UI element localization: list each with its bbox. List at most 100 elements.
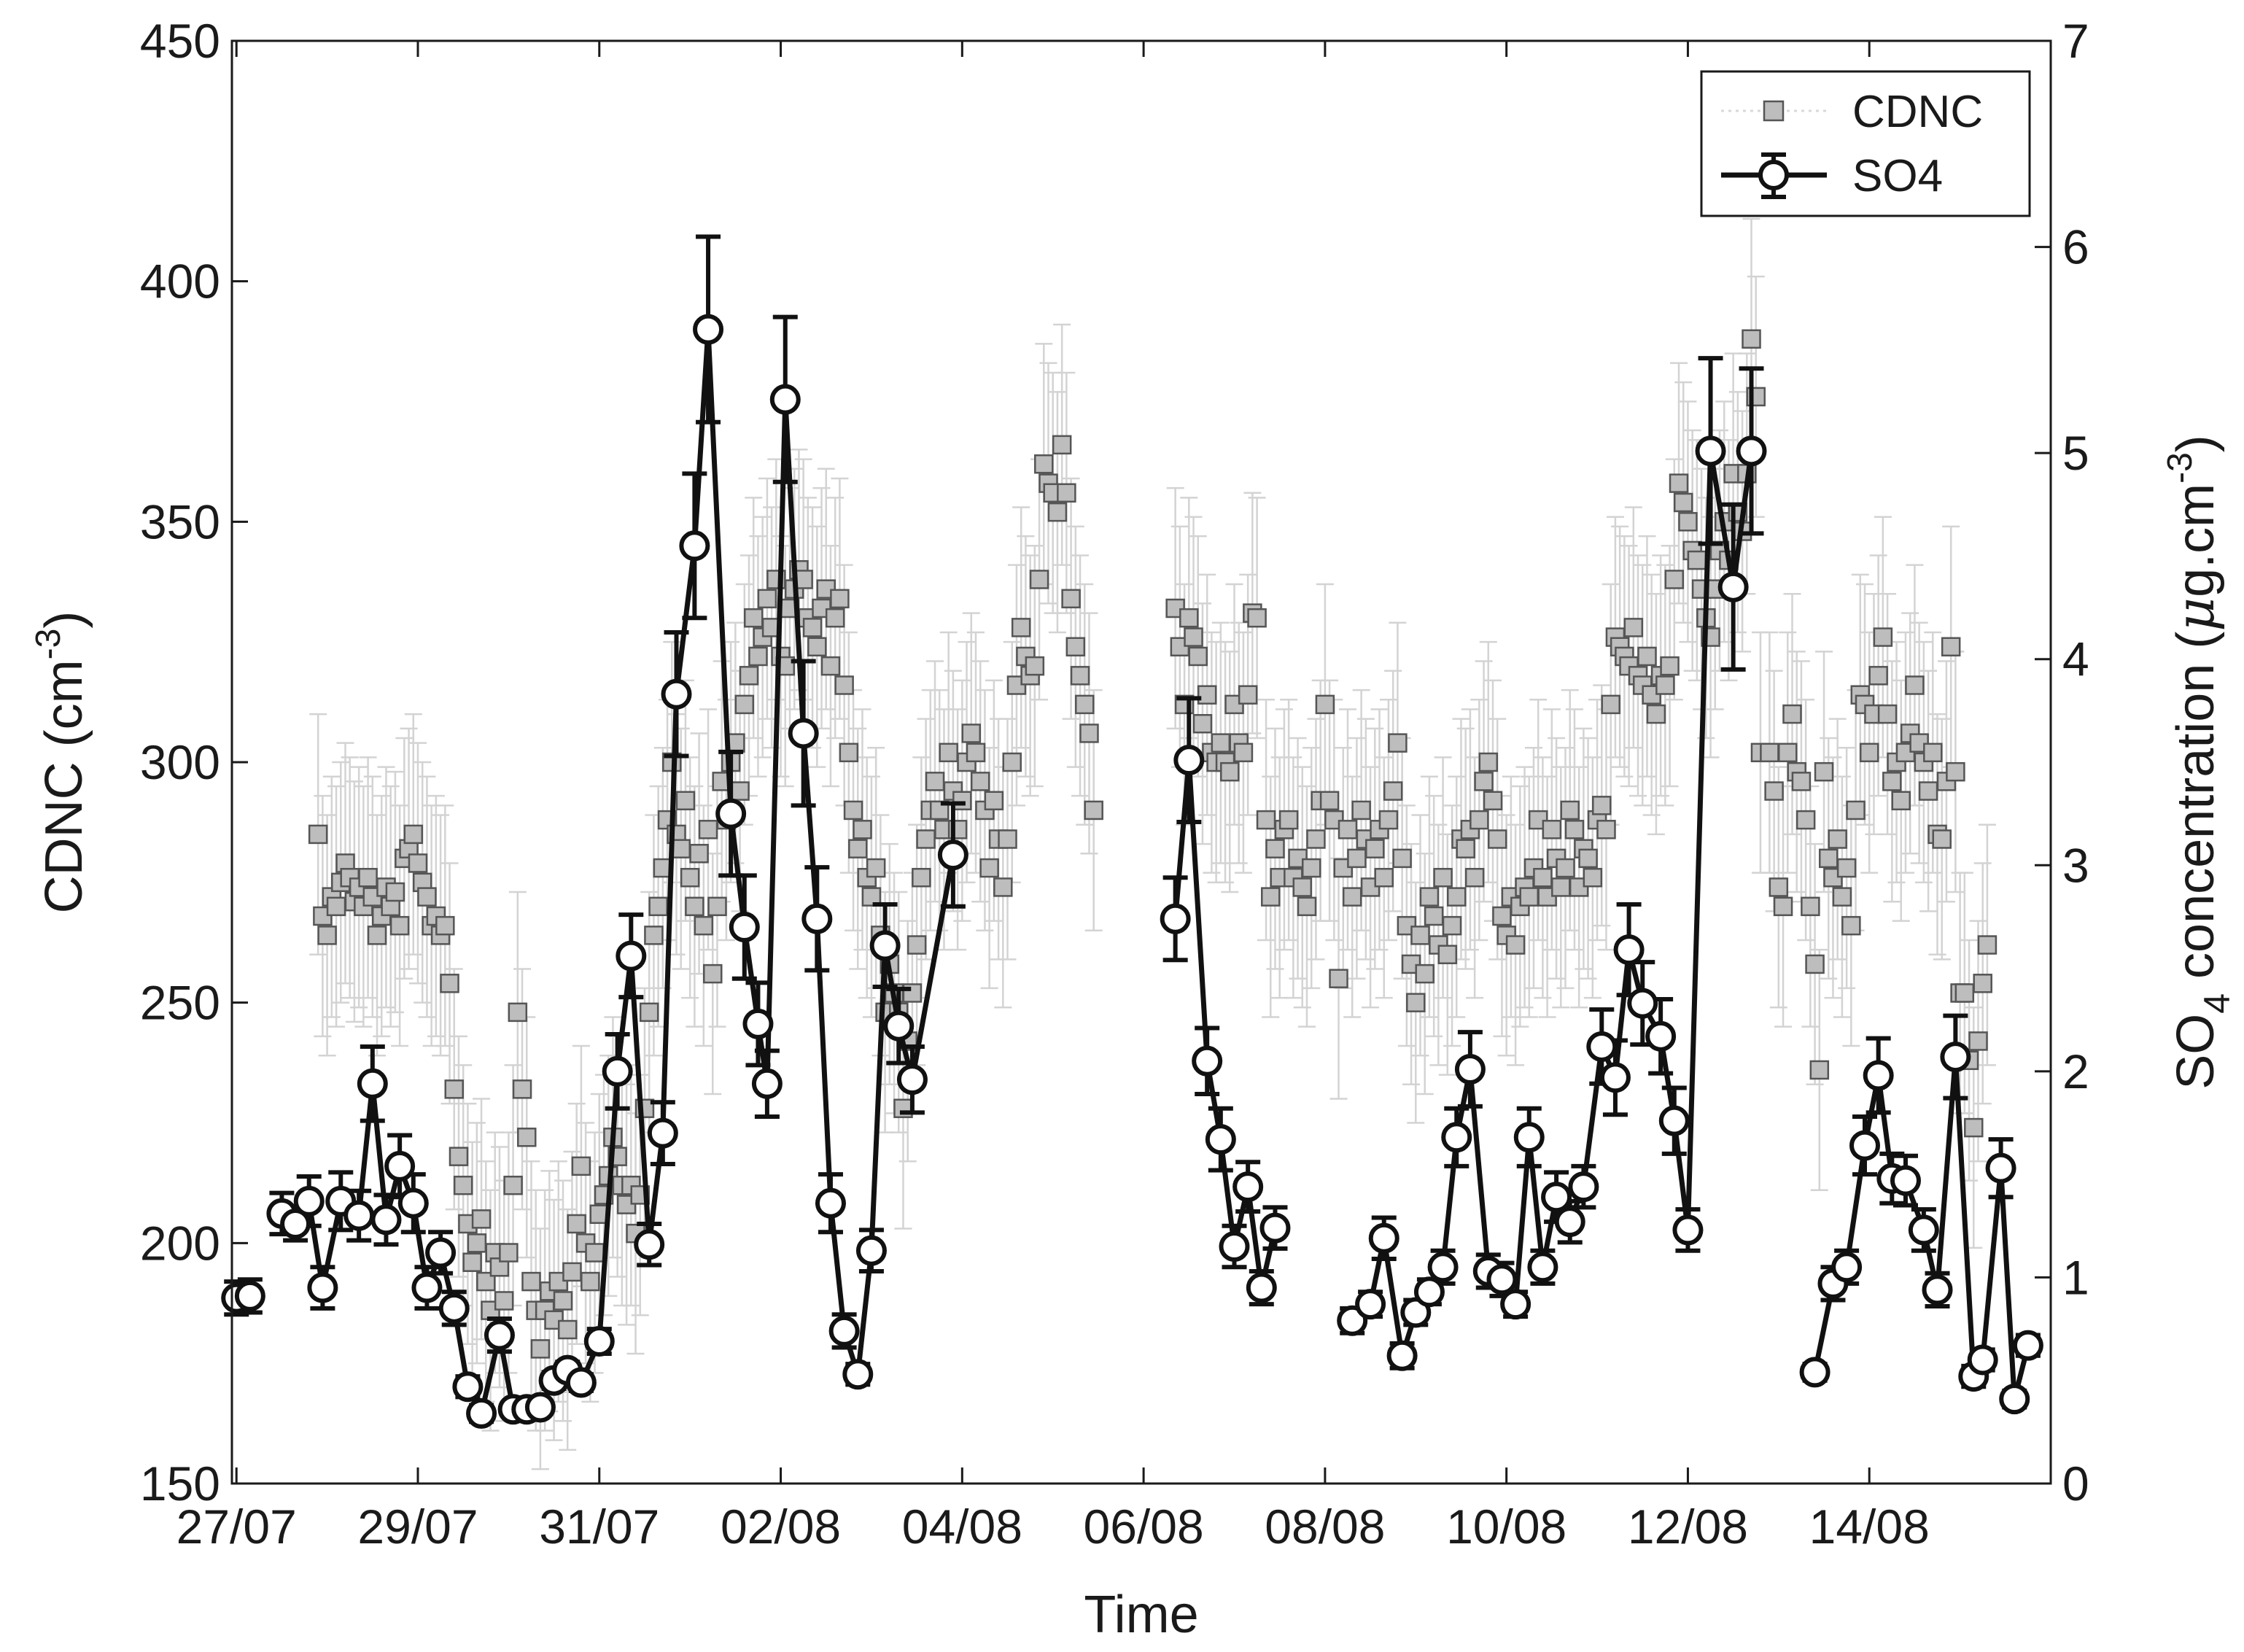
- cdnc-point: [675, 791, 696, 810]
- cdnc-point: [834, 675, 854, 695]
- cdnc-point: [562, 1262, 582, 1282]
- so4-point: [1922, 1274, 1953, 1306]
- cdnc-point: [1483, 791, 1503, 810]
- cdnc-point: [1873, 627, 1893, 647]
- right-y-axis-label: SO4 concentration (μg.cm-3): [2161, 435, 2237, 1090]
- cdnc-point: [553, 1291, 573, 1311]
- cdnc-point: [1601, 694, 1620, 715]
- cdnc-point: [1954, 983, 1975, 1003]
- so4-point: [1599, 1062, 1631, 1093]
- cdnc-point: [1832, 887, 1852, 907]
- cdnc-point: [1778, 742, 1798, 763]
- cdnc-point: [1365, 839, 1385, 858]
- left-y-axis-label: CDNC (cm-3): [29, 611, 93, 914]
- so4-point: [801, 903, 833, 934]
- cdnc-point: [1002, 752, 1022, 772]
- cdnc-point: [1478, 752, 1499, 772]
- cdnc-point: [1470, 810, 1489, 830]
- right-tick-label: 3: [2062, 838, 2089, 892]
- cdnc-point: [1392, 848, 1412, 869]
- so4-point: [484, 1319, 515, 1351]
- cdnc-point: [1801, 896, 1820, 917]
- cdnc-point: [1560, 800, 1580, 821]
- cdnc-point: [1315, 694, 1335, 715]
- so4-point: [384, 1150, 416, 1182]
- x-tick-label: 06/08: [1084, 1500, 1204, 1554]
- so4-point: [855, 1235, 887, 1266]
- cdnc-point: [1410, 926, 1430, 945]
- so4-point: [1173, 745, 1205, 776]
- right-axis: 0 1 2 3 4 5 6 7: [2035, 14, 2089, 1511]
- cdnc-point: [1292, 877, 1313, 897]
- right-tick-label: 6: [2062, 220, 2089, 274]
- so4-point: [1527, 1252, 1558, 1283]
- so4-point: [343, 1200, 375, 1231]
- cdnc-point: [1791, 772, 1812, 791]
- cdnc-point: [503, 1175, 523, 1195]
- so4-point: [1613, 934, 1645, 966]
- cdnc-point: [820, 656, 841, 676]
- cdnc-point: [1052, 435, 1072, 455]
- cdnc-point: [1646, 704, 1666, 724]
- cdnc-point: [1261, 887, 1281, 907]
- cdnc-point: [408, 853, 428, 873]
- cdnc-point: [685, 896, 704, 917]
- cdnc-point: [1256, 810, 1276, 830]
- cdnc-point: [358, 867, 378, 888]
- so4-point: [370, 1204, 402, 1236]
- left-tick-label: 200: [140, 1216, 220, 1270]
- so4-point: [1940, 1042, 1971, 1073]
- cdnc-point: [707, 896, 727, 917]
- so4-line: [1173, 757, 1278, 1291]
- cdnc-point: [1533, 867, 1553, 888]
- cdnc-point: [1065, 637, 1086, 657]
- cdnc-point: [317, 926, 337, 945]
- cdnc-point: [734, 694, 755, 715]
- cdnc-point: [1378, 810, 1399, 830]
- cdnc-point: [1070, 666, 1090, 686]
- cdnc-point: [802, 618, 823, 637]
- cdnc-point: [916, 829, 936, 849]
- cdnc-point: [530, 1339, 551, 1359]
- cdnc-point: [1211, 733, 1231, 753]
- so4-point: [293, 1185, 325, 1217]
- cdnc-point: [644, 926, 664, 945]
- so4-point: [883, 1010, 915, 1042]
- cdnc-point: [979, 858, 999, 878]
- legend-cdnc-marker: [1763, 100, 1785, 122]
- cdnc-point: [571, 1156, 591, 1176]
- x-tick-label: 27/07: [176, 1500, 297, 1554]
- cdnc-point: [807, 637, 827, 657]
- so4-point: [1863, 1060, 1894, 1091]
- cdnc-point: [435, 915, 455, 936]
- cdnc-point: [929, 800, 950, 821]
- cdnc-point: [1061, 589, 1081, 609]
- cdnc-point: [1868, 666, 1888, 686]
- x-tick-label: 12/08: [1628, 1500, 1748, 1554]
- cdnc-point: [1265, 839, 1285, 858]
- cdnc-point: [1079, 724, 1099, 743]
- cdnc-point: [499, 1243, 519, 1263]
- cdnc-point: [1583, 867, 1603, 888]
- cdnc-point: [567, 1214, 586, 1234]
- cdnc-point: [1764, 781, 1784, 801]
- cdnc-point: [1278, 810, 1299, 830]
- right-tick-label: 1: [2062, 1250, 2089, 1304]
- cdnc-point: [1551, 877, 1571, 897]
- cdnc-point: [1388, 733, 1408, 753]
- cdnc-point: [508, 1002, 528, 1023]
- cdnc-point: [1329, 969, 1348, 988]
- so4-point: [2012, 1330, 2043, 1361]
- cdnc-point: [1301, 858, 1321, 878]
- so4-point: [1908, 1214, 1939, 1246]
- cdnc-point: [1406, 993, 1426, 1012]
- cdnc-point: [1669, 473, 1689, 493]
- so4-point: [1568, 1171, 1599, 1203]
- left-tick-label: 450: [140, 14, 220, 68]
- so4-point: [1967, 1344, 1998, 1376]
- so4-point: [1219, 1231, 1250, 1263]
- legend-so4-marker: [1758, 160, 1789, 190]
- cdnc-point: [730, 781, 750, 801]
- so4-point: [1799, 1357, 1830, 1388]
- cdnc-point: [1025, 656, 1045, 676]
